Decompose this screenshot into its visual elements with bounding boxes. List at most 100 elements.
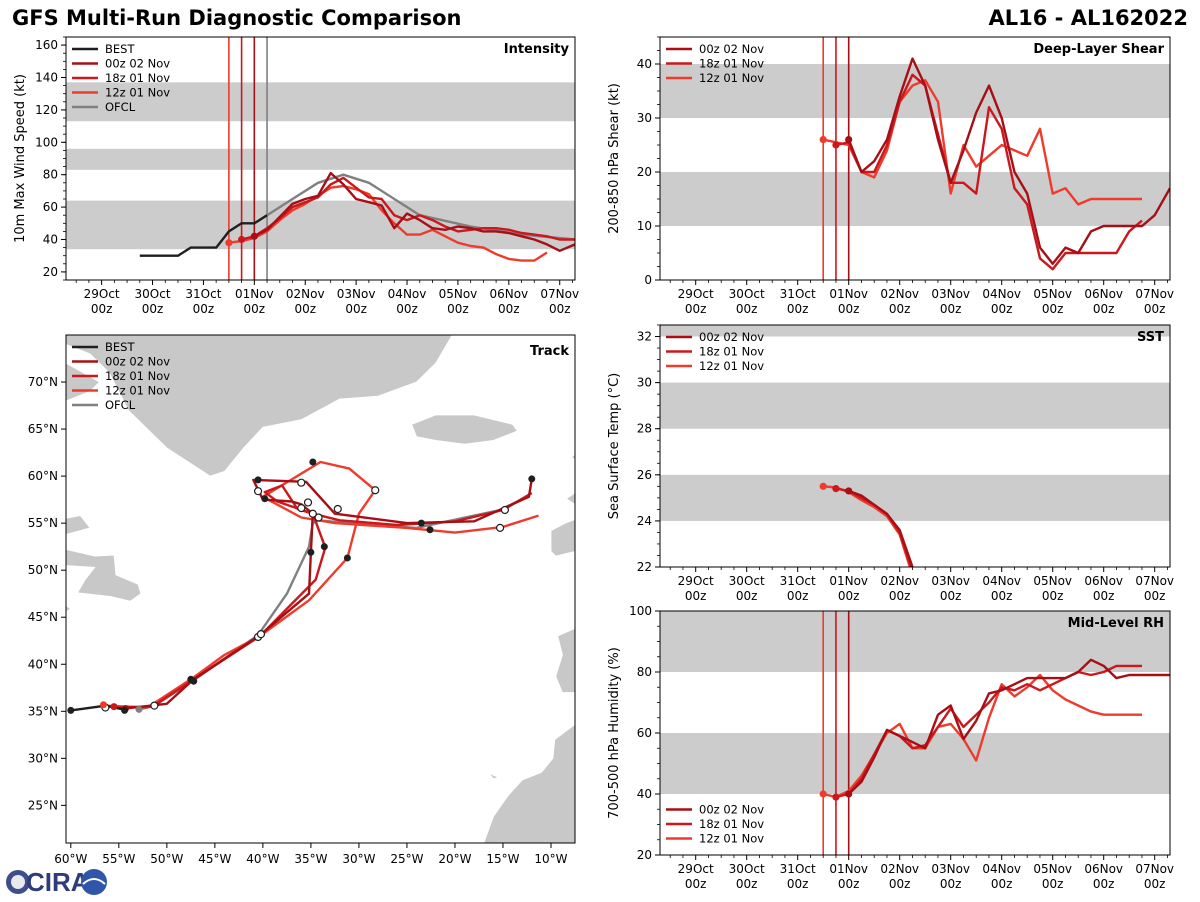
lat-tick-label: 45°N — [28, 610, 58, 624]
x-tick-label: 03Nov — [337, 287, 376, 301]
series-start-marker — [819, 482, 827, 490]
x-tick-hour: 00z — [91, 302, 113, 316]
x-tick-label: 06Nov — [1084, 574, 1123, 588]
x-tick-hour: 00z — [1042, 302, 1064, 316]
x-tick-label: 05Nov — [1033, 287, 1072, 301]
track-point — [135, 705, 143, 713]
lon-tick-label: 35°W — [294, 852, 327, 866]
x-tick-label: 03Nov — [931, 287, 970, 301]
track-point — [303, 498, 313, 507]
track-point — [307, 548, 315, 556]
y-tick-label: 0 — [644, 273, 652, 287]
x-tick-label: 02Nov — [286, 287, 325, 301]
x-tick-label: 04Nov — [388, 287, 427, 301]
panel-title: Deep-Layer Shear — [1033, 42, 1164, 57]
plot-area — [660, 37, 1170, 280]
y-tick-label: 20 — [43, 265, 58, 279]
lat-tick-label: 70°N — [28, 375, 58, 389]
x-tick-hour: 00z — [889, 877, 911, 891]
x-tick-hour: 00z — [889, 302, 911, 316]
threshold-band — [660, 64, 1170, 118]
y-tick-label: 30 — [637, 376, 652, 390]
x-tick-label: 01Nov — [829, 574, 868, 588]
panel-title: SST — [1137, 330, 1164, 345]
x-tick-label: 31Oct — [780, 574, 816, 588]
logo-seal — [81, 869, 107, 895]
lat-tick-label: 30°N — [28, 751, 58, 765]
x-tick-label: 29Oct — [678, 574, 714, 588]
y-tick-label: 10 — [637, 219, 652, 233]
x-tick-hour: 00z — [940, 302, 962, 316]
iceland-landmass — [411, 414, 519, 445]
series-start-marker — [845, 487, 853, 495]
track-point — [343, 554, 351, 562]
series-start-marker — [225, 239, 233, 247]
x-tick-label: 01Nov — [235, 287, 274, 301]
faroe-landmass — [570, 454, 575, 460]
panel-title: Track — [530, 344, 569, 359]
x-tick-label: 31Oct — [780, 862, 816, 876]
legend-label: 18z 01 Nov — [105, 71, 170, 85]
x-tick-label: 29Oct — [678, 862, 714, 876]
x-tick-hour: 00z — [1093, 589, 1115, 603]
threshold-band — [660, 325, 1170, 337]
legend-label: 00z 02 Nov — [699, 330, 764, 344]
lon-tick-label: 20°W — [438, 852, 471, 866]
x-tick-hour: 00z — [498, 302, 520, 316]
track-line-r12 — [105, 460, 539, 709]
legend-label: 12z 01 Nov — [699, 71, 764, 85]
x-tick-hour: 00z — [1093, 302, 1115, 316]
series-start-marker — [819, 790, 827, 798]
x-tick-label: 30Oct — [729, 862, 765, 876]
x-tick-label: 31Oct — [185, 287, 221, 301]
hebrides-landmass — [565, 492, 575, 505]
legend-label: OFCL — [105, 398, 136, 412]
track-point — [333, 504, 342, 514]
y-tick-label: 22 — [637, 560, 652, 574]
x-tick-hour: 00z — [991, 877, 1013, 891]
legend-label: 18z 01 Nov — [699, 345, 764, 359]
lon-tick-label: 30°W — [342, 852, 375, 866]
y-tick-label: 40 — [637, 57, 652, 71]
lon-tick-label: 50°W — [150, 852, 183, 866]
lon-tick-label: 10°W — [534, 852, 567, 866]
track-point — [309, 458, 317, 466]
threshold-band — [660, 611, 1170, 672]
series-start-marker — [845, 790, 853, 798]
series-start-marker — [845, 136, 853, 144]
panel-rh: 2040608010029Oct00z30Oct00z31Oct00z01Nov… — [607, 604, 1174, 891]
panel-shear: 01020304029Oct00z30Oct00z31Oct00z01Nov00… — [607, 36, 1174, 316]
y-tick-label: 120 — [35, 103, 58, 117]
lon-tick-label: 40°W — [246, 852, 279, 866]
series-start-marker — [819, 136, 827, 144]
track-point — [121, 706, 129, 714]
series-line-r00 — [848, 489, 914, 567]
lon-tick-label: 15°W — [486, 852, 519, 866]
x-tick-hour: 00z — [889, 589, 911, 603]
plot-area — [660, 611, 1170, 855]
legend-label: 18z 01 Nov — [699, 57, 764, 71]
x-tick-hour: 00z — [736, 302, 758, 316]
track-point — [371, 486, 380, 495]
iberia-landmass — [555, 628, 575, 693]
threshold-band — [660, 172, 1170, 226]
legend-label: 00z 02 Nov — [105, 355, 170, 369]
x-tick-hour: 00z — [787, 589, 809, 603]
storm-id: AL16 - AL162022 — [988, 6, 1189, 30]
x-tick-label: 01Nov — [829, 287, 868, 301]
panel-sst: 22242628303229Oct00z30Oct00z31Oct00z01No… — [607, 324, 1174, 603]
labrador-landmass — [66, 515, 91, 535]
y-axis-label: 10m Max Wind Speed (kt) — [13, 74, 28, 243]
track-point — [528, 475, 536, 483]
x-tick-hour: 00z — [685, 302, 707, 316]
series-line-r18 — [241, 176, 575, 241]
series-line-r00 — [847, 57, 1170, 265]
africa-landmass — [483, 724, 575, 843]
x-tick-label: 05Nov — [1033, 574, 1072, 588]
x-tick-label: 01Nov — [829, 862, 868, 876]
